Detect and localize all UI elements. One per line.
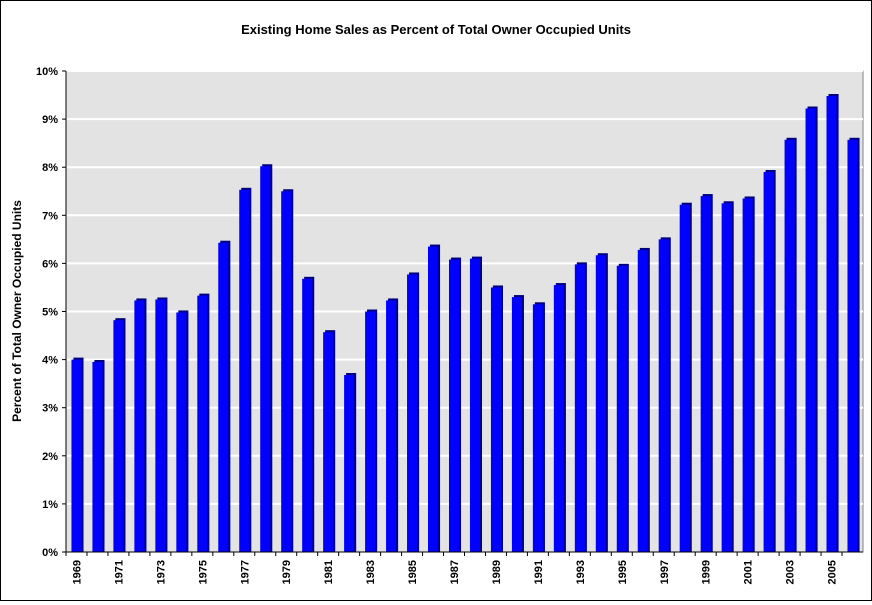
bar xyxy=(281,191,292,552)
y-tick-label: 4% xyxy=(42,355,58,367)
x-tick-label: 1977 xyxy=(239,560,251,584)
x-tick-label: 1993 xyxy=(575,560,587,584)
bar xyxy=(826,96,837,553)
bar xyxy=(532,304,543,552)
bar xyxy=(218,242,229,553)
x-tick-label: 2005 xyxy=(827,560,839,584)
y-tick-label: 3% xyxy=(42,403,58,415)
x-tick-label: 1997 xyxy=(659,560,671,584)
bar xyxy=(469,258,481,552)
bar xyxy=(574,264,585,552)
x-tick-label: 1969 xyxy=(71,560,83,584)
x-tick-label: 1985 xyxy=(407,560,419,584)
x-tick-label: 1989 xyxy=(491,560,503,584)
x-tick-label: 1971 xyxy=(113,560,125,584)
bar xyxy=(763,172,774,552)
bar xyxy=(344,374,355,552)
x-axis-ticks: 1969 1971 1973 1975 1977 1979 1981 1983 1985 1987… xyxy=(65,552,843,584)
bar xyxy=(176,312,187,552)
bar xyxy=(658,239,669,552)
x-tick-label: 1973 xyxy=(155,560,167,584)
x-tick-label: 1981 xyxy=(323,560,335,584)
y-tick-label: 6% xyxy=(42,258,58,270)
bar xyxy=(553,285,564,552)
x-tick-label: 2001 xyxy=(743,560,755,584)
bar xyxy=(742,198,753,552)
bar xyxy=(428,246,439,552)
y-tick-label: 9% xyxy=(42,114,58,126)
bar xyxy=(490,287,501,552)
bar xyxy=(616,265,627,552)
bar xyxy=(113,320,124,552)
x-tick-label: 1995 xyxy=(617,560,629,584)
y-tick-label: 8% xyxy=(42,162,58,174)
bar xyxy=(637,249,648,552)
chart-title: Existing Home Sales as Percent of Total … xyxy=(241,22,631,37)
x-tick-label: 2003 xyxy=(785,560,797,584)
bar xyxy=(700,196,711,552)
bar xyxy=(386,300,397,552)
bar xyxy=(239,189,250,552)
x-tick-label: 1979 xyxy=(281,560,293,584)
bar xyxy=(679,204,690,552)
bar xyxy=(155,299,166,552)
y-tick-label: 5% xyxy=(42,307,58,319)
bar xyxy=(448,259,460,552)
y-tick-label: 2% xyxy=(42,451,58,463)
bar xyxy=(71,359,82,552)
bar xyxy=(784,139,795,552)
y-axis-label: Percent of Total Owner Occupied Units xyxy=(10,200,24,422)
y-tick-label: 1% xyxy=(42,499,58,511)
bar xyxy=(805,108,816,552)
bar xyxy=(721,203,732,552)
x-tick-label: 1987 xyxy=(449,560,461,584)
bar xyxy=(260,166,271,552)
bars xyxy=(71,94,860,553)
bar xyxy=(365,311,376,552)
x-tick-label: 1983 xyxy=(365,560,377,584)
x-tick-label: 1975 xyxy=(197,560,209,584)
y-tick-label: 0% xyxy=(42,547,58,559)
bar xyxy=(407,274,418,552)
bar xyxy=(134,300,145,552)
bar xyxy=(92,362,103,552)
y-axis-ticks: 0% 1% 2% 3% 4% 5% 6% 7% 8% 9% 10% xyxy=(36,66,66,559)
y-tick-label: 10% xyxy=(36,66,58,78)
bar xyxy=(323,332,334,552)
x-tick-label: 1999 xyxy=(701,560,713,584)
bar xyxy=(511,297,522,552)
bar xyxy=(302,278,313,552)
bar xyxy=(847,139,858,552)
x-tick-label: 1991 xyxy=(533,560,545,584)
bar xyxy=(197,295,208,552)
bar xyxy=(595,255,606,552)
y-tick-label: 7% xyxy=(42,210,58,222)
